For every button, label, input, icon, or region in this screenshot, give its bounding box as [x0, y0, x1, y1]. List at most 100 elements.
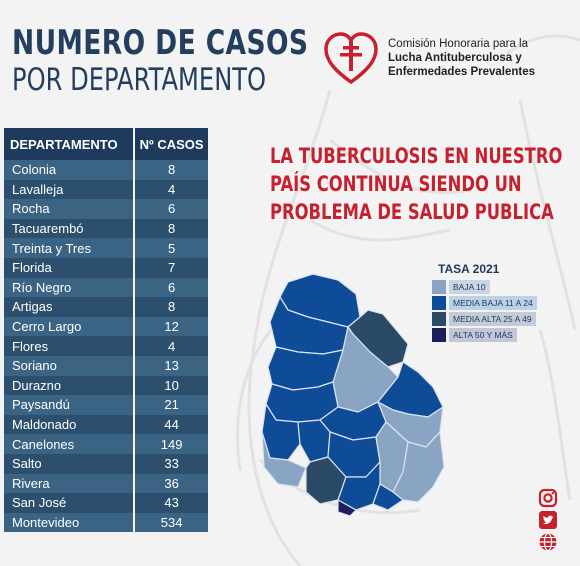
organization-block: Comisión Honoraria para la Lucha Antitub…: [324, 32, 574, 85]
department-cell: San José: [4, 493, 135, 513]
legend-item: MEDIA BAJA 11 A 24: [432, 295, 537, 310]
legend-item: MEDIA ALTA 25 A 49: [432, 311, 537, 326]
department-cell: Paysandú: [4, 395, 135, 415]
cases-cell: 6: [133, 199, 208, 219]
table-row: Montevideo 534: [4, 512, 208, 533]
cases-cell: 8: [133, 218, 208, 239]
department-cell: Cerro Largo: [4, 316, 135, 337]
department-cell: Montevideo: [4, 512, 135, 533]
map-dept-rocha: [392, 431, 445, 503]
cases-cell: 8: [133, 160, 208, 180]
map-dept-maldonado: [372, 483, 404, 511]
headline-line-3: PROBLEMA DE SALUD PUBLICA: [270, 200, 554, 224]
headline-line-2: PAÍS CONTINUA SIENDO UN: [270, 172, 522, 196]
department-cell: Colonia: [4, 160, 135, 180]
cases-cell: 7: [133, 257, 208, 278]
map-dept-flores: [297, 419, 331, 463]
cases-cell: 534: [133, 512, 208, 533]
table-row: Río Negro 6: [4, 277, 208, 298]
organization-line-3: Enfermedades Prevalentes: [388, 66, 536, 78]
title-line-1: NUMERO DE CASOS: [12, 23, 309, 63]
organization-line-1: Comisión Honoraria para la: [388, 38, 528, 50]
table-row: Cerro Largo 12: [4, 316, 208, 337]
table-row: Colonia 8: [4, 160, 208, 180]
twitter-icon[interactable]: [538, 510, 558, 530]
department-cell: Durazno: [4, 375, 135, 396]
table-row: Rocha 6: [4, 199, 208, 219]
department-cell: Tacuarembó: [4, 218, 135, 239]
organization-line-2: Lucha Antituberculosa y: [388, 52, 522, 64]
table-row: Canelones 149: [4, 434, 208, 454]
cases-cell: 43: [133, 493, 208, 513]
legend-item: BAJA 10: [432, 279, 537, 294]
legend-label: BAJA 10: [449, 279, 490, 294]
cases-cell: 13: [133, 355, 208, 376]
lorraine-cross-heart-icon: [324, 32, 378, 85]
cases-cell: 10: [133, 375, 208, 396]
department-cell: Treinta y Tres: [4, 238, 135, 258]
legend-swatch: [432, 295, 446, 310]
department-cell: Lavalleja: [4, 179, 135, 200]
cases-cell: 8: [133, 297, 208, 317]
table-row: Durazno 10: [4, 375, 208, 396]
map-dept-montevideo: [337, 499, 357, 517]
page-title: NUMERO DE CASOS POR DEPARTAMENTO: [12, 24, 308, 98]
globe-icon[interactable]: [538, 532, 558, 552]
department-cell: Salto: [4, 453, 135, 474]
table-row: Tacuarembó 8: [4, 218, 208, 239]
cases-cell: 12: [133, 316, 208, 337]
table-row: Lavalleja 4: [4, 179, 208, 200]
table-header-row: DEPARTAMENTO Nº CASOS: [4, 128, 208, 160]
department-cell: Florida: [4, 257, 135, 278]
legend-label: MEDIA ALTA 25 A 49: [449, 311, 536, 326]
department-cell: Flores: [4, 336, 135, 356]
cases-cell: 5: [133, 238, 208, 258]
uruguay-map: [261, 273, 445, 517]
column-header-department: DEPARTAMENTO: [4, 128, 135, 160]
organization-name: Comisión Honoraria para la Lucha Antitub…: [388, 37, 535, 79]
column-header-cases: Nº CASOS: [133, 128, 208, 160]
cases-table: DEPARTAMENTO Nº CASOS Colonia 8 Lavalleja 4…: [4, 128, 208, 533]
legend-item: ALTA 50 Y MÁS: [432, 327, 537, 342]
cases-cell: 4: [133, 179, 208, 200]
department-cell: Canelones: [4, 434, 135, 454]
table-row: San José 43: [4, 493, 208, 513]
cases-cell: 21: [133, 395, 208, 415]
table-row: Salto 33: [4, 453, 208, 474]
headline: LA TUBERCULOSIS EN NUESTRO PAÍS CONTINUA…: [270, 142, 562, 226]
legend-swatch: [432, 311, 446, 326]
department-cell: Rocha: [4, 199, 135, 219]
title-line-2: POR DEPARTAMENTO: [12, 62, 267, 98]
table-row: Artigas 8: [4, 297, 208, 317]
department-cell: Río Negro: [4, 277, 135, 298]
table-row: Maldonado 44: [4, 414, 208, 435]
legend-swatch: [432, 279, 446, 294]
table-row: Rivera 36: [4, 473, 208, 494]
table-row: Florida 7: [4, 257, 208, 278]
instagram-icon[interactable]: [538, 488, 558, 508]
legend-title: TASA 2021: [438, 262, 500, 276]
cases-cell: 33: [133, 453, 208, 474]
department-cell: Rivera: [4, 473, 135, 494]
map-dept-colonia: [261, 431, 307, 488]
cases-cell: 4: [133, 336, 208, 356]
department-cell: Maldonado: [4, 414, 135, 435]
map-legend: TASA 2021 BAJA 10 MEDIA BAJA 11 A 24 MEDIA…: [432, 262, 537, 343]
cases-cell: 149: [133, 434, 208, 454]
department-cell: Artigas: [4, 297, 135, 317]
table-row: Paysandú 21: [4, 395, 208, 415]
table-row: Treinta y Tres 5: [4, 238, 208, 258]
cases-cell: 36: [133, 473, 208, 494]
table-row: Soriano 13: [4, 355, 208, 376]
headline-line-1: LA TUBERCULOSIS EN NUESTRO: [270, 144, 563, 168]
legend-label: MEDIA BAJA 11 A 24: [449, 295, 537, 310]
map-dept-san-jose: [305, 456, 347, 505]
table-row: Flores 4: [4, 336, 208, 356]
legend-label: ALTA 50 Y MÁS: [449, 327, 517, 342]
legend-items: BAJA 10 MEDIA BAJA 11 A 24 MEDIA ALTA 25 A…: [432, 279, 537, 342]
cases-cell: 44: [133, 414, 208, 435]
cases-cell: 6: [133, 277, 208, 298]
table-body: Colonia 8 Lavalleja 4 Rocha 6 Tacuarembó 8 Trein…: [4, 160, 208, 533]
department-cell: Soriano: [4, 355, 135, 376]
